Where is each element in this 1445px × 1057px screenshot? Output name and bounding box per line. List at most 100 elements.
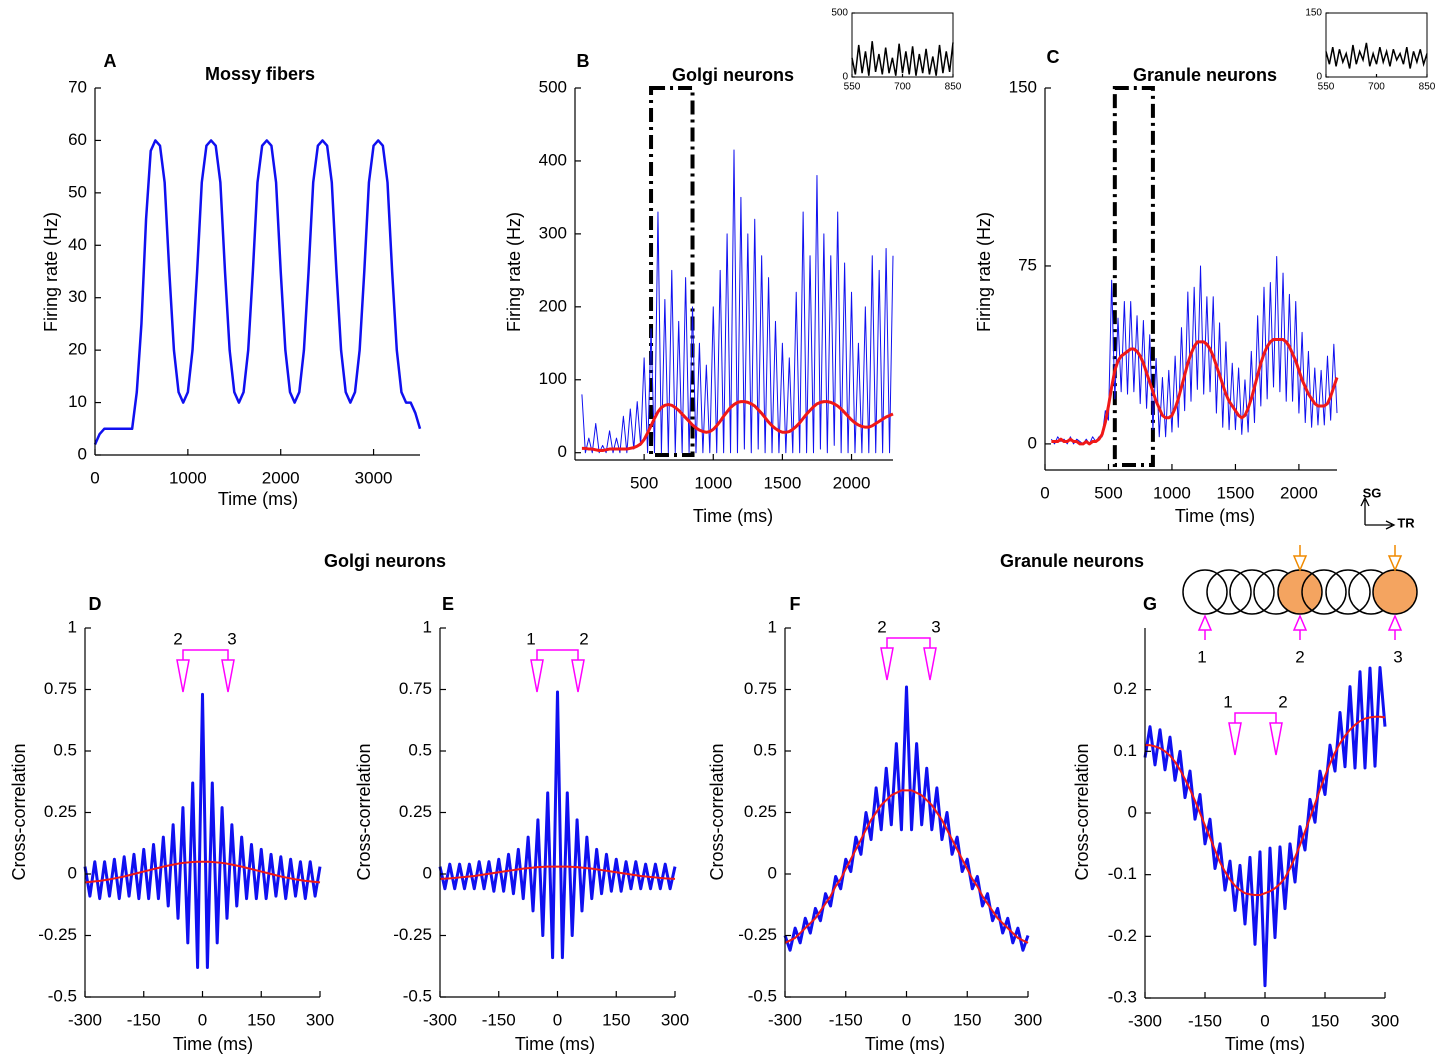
x-tick-label: -150 <box>829 1010 863 1029</box>
y-axis-label: Cross-correlation <box>9 743 29 880</box>
inset-x-tick-label: 700 <box>894 82 911 93</box>
x-tick-label: 0 <box>902 1010 911 1029</box>
data-line <box>93 139 422 446</box>
y-tick-label: 0.2 <box>1113 679 1137 698</box>
cell-highlight <box>1277 569 1323 615</box>
x-tick-label: 1500 <box>1217 483 1255 502</box>
x-tick-label: 2000 <box>262 468 300 487</box>
panel-label: G <box>1143 594 1157 614</box>
y-tick-label: 0 <box>558 442 567 461</box>
y-axis-label: Cross-correlation <box>707 743 727 880</box>
y-tick-label: 0 <box>1028 433 1037 452</box>
x-tick-label: 500 <box>630 473 658 492</box>
x-tick-label: 500 <box>1094 483 1122 502</box>
chart-title: Golgi neurons <box>672 65 794 85</box>
x-tick-label: -300 <box>768 1010 802 1029</box>
cell <box>1206 569 1252 615</box>
y-tick-label: 50 <box>68 182 87 201</box>
x-axis-label: Time (ms) <box>693 506 773 526</box>
chain-diagram: 1 2 3 SG TR <box>1182 485 1418 666</box>
y-tick-label: -0.5 <box>403 986 432 1005</box>
section-heading: Golgi neurons <box>324 551 446 571</box>
y-tick-label: -0.5 <box>748 986 777 1005</box>
y-tick-label: 70 <box>68 77 87 96</box>
x-tick-label: 0 <box>198 1010 207 1029</box>
pair-label: 2 <box>579 629 588 648</box>
cell <box>1182 569 1228 615</box>
panel-label: F <box>790 594 801 614</box>
y-axis-label: Cross-correlation <box>1072 743 1092 880</box>
y-tick-label: -0.25 <box>393 925 432 944</box>
data-line <box>439 865 676 880</box>
y-tick-label: 1 <box>768 617 777 636</box>
y-axis-label: Cross-correlation <box>354 743 374 880</box>
y-tick-label: -0.3 <box>1108 987 1137 1006</box>
pair-label: 2 <box>173 629 182 648</box>
y-tick-label: 300 <box>539 223 567 242</box>
x-tick-label: 300 <box>306 1010 334 1029</box>
pair-label: 2 <box>877 617 886 636</box>
y-axis-label: Firing rate (Hz) <box>974 212 994 332</box>
x-axis-label: Time (ms) <box>1225 1034 1305 1054</box>
panel-label: E <box>442 594 454 614</box>
x-tick-label: 0 <box>1040 483 1049 502</box>
input-arrow <box>1292 545 1403 572</box>
x-axis-label: Time (ms) <box>218 489 298 509</box>
y-tick-label: -0.25 <box>738 925 777 944</box>
y-tick-label: 30 <box>68 287 87 306</box>
y-tick-label: 0 <box>768 863 777 882</box>
panel-label: A <box>104 51 117 71</box>
pair-label: 3 <box>931 617 940 636</box>
y-tick-label: 0.5 <box>753 740 777 759</box>
y-tick-label: -0.2 <box>1108 926 1137 945</box>
x-tick-label: 300 <box>1371 1011 1399 1030</box>
panel-label: B <box>577 51 590 71</box>
cell-label: 3 <box>1393 647 1402 666</box>
y-tick-label: 200 <box>539 296 567 315</box>
data-line <box>581 149 894 454</box>
pair-label: 3 <box>227 629 236 648</box>
orientation-axes <box>1360 496 1396 530</box>
cell-highlight <box>1372 569 1418 615</box>
x-tick-label: 2000 <box>1280 483 1318 502</box>
data-line <box>1051 338 1339 446</box>
axis-tag: SG <box>1363 485 1382 500</box>
inset-x-tick-label: 850 <box>945 82 962 93</box>
inset-line <box>851 41 954 76</box>
y-tick-label: 400 <box>539 150 567 169</box>
x-tick-label: -150 <box>127 1010 161 1029</box>
y-tick-label: -0.25 <box>38 925 77 944</box>
x-axis-label: Time (ms) <box>173 1034 253 1054</box>
data-line <box>438 690 677 960</box>
data-line <box>784 789 1029 944</box>
x-tick-label: -150 <box>1188 1011 1222 1030</box>
y-tick-label: 0.5 <box>53 740 77 759</box>
y-tick-label: 1 <box>423 617 432 636</box>
pair-label: 1 <box>526 629 535 648</box>
panel-label: D <box>89 594 102 614</box>
x-tick-label: 1000 <box>169 468 207 487</box>
y-tick-label: 60 <box>68 130 87 149</box>
pair-arrows <box>1228 712 1283 756</box>
data-line <box>1145 715 1386 897</box>
x-tick-label: 2000 <box>833 473 871 492</box>
y-tick-label: -0.1 <box>1108 864 1137 883</box>
y-axis-label: Firing rate (Hz) <box>41 212 61 332</box>
y-tick-label: 500 <box>539 77 567 96</box>
pair-label: 1 <box>1223 692 1232 711</box>
x-tick-label: 150 <box>602 1010 630 1029</box>
y-tick-label: 0 <box>68 863 77 882</box>
data-line <box>581 400 894 453</box>
x-tick-label: -300 <box>68 1010 102 1029</box>
y-tick-label: 0.5 <box>408 740 432 759</box>
x-tick-label: 150 <box>247 1010 275 1029</box>
inset-y-tick-label: 0 <box>1316 72 1322 83</box>
pair-label: 2 <box>1278 692 1287 711</box>
y-tick-label: 20 <box>68 340 87 359</box>
inset-y-tick-label: 0 <box>842 72 848 83</box>
x-tick-label: -300 <box>423 1010 457 1029</box>
axis-tag: TR <box>1397 515 1415 530</box>
inset-y-tick-label: 500 <box>831 8 848 19</box>
